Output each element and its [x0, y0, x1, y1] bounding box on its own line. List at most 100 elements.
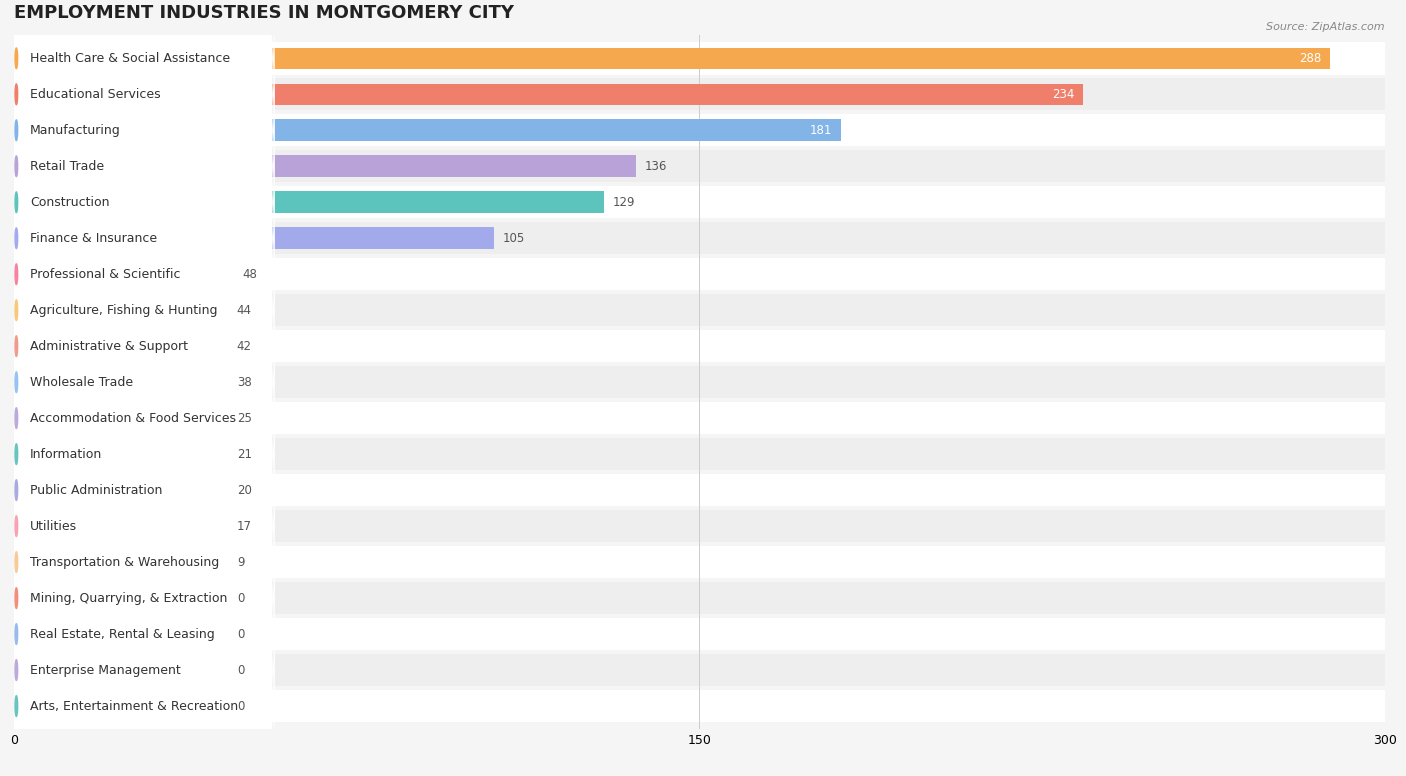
- Bar: [14, 258, 1385, 290]
- Text: 38: 38: [236, 376, 252, 389]
- Text: Agriculture, Fishing & Hunting: Agriculture, Fishing & Hunting: [30, 303, 218, 317]
- Text: 20: 20: [236, 483, 252, 497]
- Bar: [14, 294, 1385, 327]
- Bar: [14, 155, 636, 177]
- Bar: [14, 330, 1385, 362]
- Text: Utilities: Utilities: [30, 520, 77, 532]
- Circle shape: [15, 48, 18, 68]
- Circle shape: [15, 552, 18, 573]
- Text: 0: 0: [236, 628, 245, 640]
- Bar: [14, 438, 1385, 470]
- Text: 25: 25: [236, 411, 252, 424]
- FancyBboxPatch shape: [4, 102, 274, 303]
- Bar: [14, 78, 1385, 110]
- Circle shape: [15, 120, 18, 140]
- Text: 21: 21: [236, 448, 252, 461]
- Circle shape: [15, 192, 18, 213]
- Bar: [14, 582, 1385, 615]
- Text: 9: 9: [236, 556, 245, 569]
- Circle shape: [15, 587, 18, 608]
- FancyBboxPatch shape: [4, 66, 274, 267]
- Bar: [14, 695, 228, 717]
- Text: 0: 0: [236, 699, 245, 712]
- FancyBboxPatch shape: [4, 497, 274, 698]
- Text: Transportation & Warehousing: Transportation & Warehousing: [30, 556, 219, 569]
- FancyBboxPatch shape: [4, 462, 274, 663]
- Text: Arts, Entertainment & Recreation: Arts, Entertainment & Recreation: [30, 699, 238, 712]
- Circle shape: [15, 408, 18, 428]
- Circle shape: [15, 228, 18, 248]
- Text: 48: 48: [243, 268, 257, 281]
- Text: Professional & Scientific: Professional & Scientific: [30, 268, 180, 281]
- Bar: [14, 192, 603, 213]
- Text: Finance & Insurance: Finance & Insurance: [30, 232, 157, 244]
- Bar: [14, 551, 55, 573]
- Bar: [14, 84, 1084, 105]
- Text: 288: 288: [1299, 52, 1322, 65]
- Bar: [14, 300, 215, 321]
- Text: Educational Services: Educational Services: [30, 88, 160, 101]
- Bar: [14, 474, 1385, 506]
- Bar: [14, 114, 1385, 147]
- Text: Real Estate, Rental & Leasing: Real Estate, Rental & Leasing: [30, 628, 215, 640]
- FancyBboxPatch shape: [4, 318, 274, 518]
- Circle shape: [15, 84, 18, 105]
- Text: Manufacturing: Manufacturing: [30, 124, 121, 137]
- Bar: [14, 480, 105, 501]
- Bar: [14, 623, 228, 645]
- Text: 44: 44: [236, 303, 252, 317]
- Text: Administrative & Support: Administrative & Support: [30, 340, 188, 353]
- Bar: [14, 222, 1385, 255]
- Circle shape: [15, 516, 18, 536]
- Bar: [14, 263, 233, 285]
- Bar: [14, 335, 207, 357]
- Circle shape: [15, 336, 18, 356]
- Bar: [14, 120, 841, 141]
- Bar: [14, 402, 1385, 435]
- Text: 17: 17: [236, 520, 252, 532]
- Bar: [14, 618, 1385, 650]
- Bar: [14, 690, 1385, 722]
- Text: 42: 42: [236, 340, 252, 353]
- Circle shape: [15, 696, 18, 716]
- Circle shape: [15, 300, 18, 320]
- FancyBboxPatch shape: [4, 174, 274, 375]
- Text: 181: 181: [810, 124, 832, 137]
- Circle shape: [15, 156, 18, 177]
- Bar: [14, 510, 1385, 542]
- Circle shape: [15, 372, 18, 393]
- Bar: [14, 366, 1385, 398]
- Circle shape: [15, 264, 18, 285]
- Text: Retail Trade: Retail Trade: [30, 160, 104, 173]
- Circle shape: [15, 660, 18, 681]
- Bar: [14, 546, 1385, 578]
- Text: Mining, Quarrying, & Extraction: Mining, Quarrying, & Extraction: [30, 591, 228, 605]
- Text: 136: 136: [645, 160, 666, 173]
- Bar: [14, 42, 1385, 74]
- FancyBboxPatch shape: [4, 0, 274, 195]
- FancyBboxPatch shape: [4, 210, 274, 411]
- Text: Source: ZipAtlas.com: Source: ZipAtlas.com: [1267, 22, 1385, 32]
- Circle shape: [15, 480, 18, 501]
- Text: EMPLOYMENT INDUSTRIES IN MONTGOMERY CITY: EMPLOYMENT INDUSTRIES IN MONTGOMERY CITY: [14, 4, 515, 23]
- Bar: [14, 660, 228, 681]
- Bar: [14, 407, 128, 429]
- FancyBboxPatch shape: [4, 606, 274, 776]
- FancyBboxPatch shape: [4, 426, 274, 626]
- Bar: [14, 186, 1385, 219]
- Text: 0: 0: [236, 663, 245, 677]
- Bar: [14, 150, 1385, 182]
- Bar: [14, 654, 1385, 686]
- Bar: [14, 372, 188, 393]
- FancyBboxPatch shape: [4, 30, 274, 230]
- FancyBboxPatch shape: [4, 0, 274, 158]
- FancyBboxPatch shape: [4, 282, 274, 483]
- Text: Wholesale Trade: Wholesale Trade: [30, 376, 134, 389]
- Circle shape: [15, 624, 18, 644]
- Text: Accommodation & Food Services: Accommodation & Food Services: [30, 411, 236, 424]
- Text: Information: Information: [30, 448, 103, 461]
- Text: 234: 234: [1052, 88, 1074, 101]
- Bar: [14, 443, 110, 465]
- Text: 129: 129: [613, 196, 636, 209]
- FancyBboxPatch shape: [4, 570, 274, 771]
